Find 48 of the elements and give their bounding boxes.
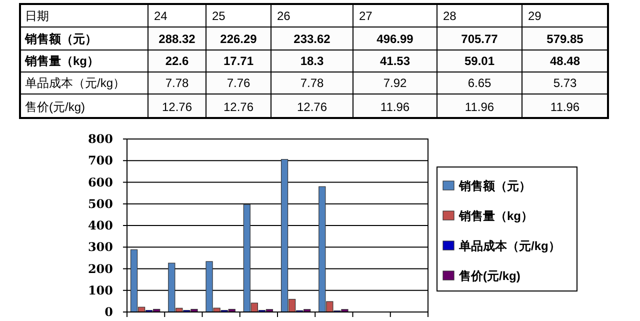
x-tick-label: 25 bbox=[212, 9, 226, 23]
y-tick-label: 售价(元/kg) bbox=[25, 100, 86, 114]
data-label: 12.76 bbox=[296, 100, 328, 114]
y-tick-label: 单品成本（元/kg） bbox=[25, 76, 126, 90]
x-tick-label: 28 bbox=[443, 9, 457, 23]
y-tick-label: 100 bbox=[88, 283, 113, 298]
data-label: 7.78 bbox=[300, 76, 324, 90]
data-label: 12.76 bbox=[162, 100, 192, 114]
data-label: 18.3 bbox=[300, 54, 324, 68]
y-tick-label: 600 bbox=[88, 175, 113, 190]
data-label: 17.71 bbox=[223, 54, 254, 68]
data-label: 12.76 bbox=[223, 100, 254, 114]
data-label: 6.65 bbox=[468, 76, 492, 90]
data-label: 11.96 bbox=[464, 100, 494, 114]
legend-label: 售价(元/kg) bbox=[458, 269, 520, 283]
data-label: 496.99 bbox=[376, 32, 414, 46]
y-tick-label: 销售量（kg） bbox=[24, 54, 100, 68]
data-label: 59.01 bbox=[464, 54, 495, 68]
data-label: 5.73 bbox=[553, 76, 577, 90]
data-label: 288.32 bbox=[158, 32, 196, 46]
y-tick-label: 700 bbox=[88, 154, 113, 168]
text: 日期 bbox=[25, 9, 49, 23]
legend-label: 单品成本（元/kg） bbox=[458, 239, 560, 253]
y-tick-label: 200 bbox=[88, 262, 113, 276]
legend-label: 销售量（kg） bbox=[458, 209, 534, 223]
data-label: 7.76 bbox=[226, 76, 250, 90]
x-tick-label: 26 bbox=[277, 9, 291, 23]
y-tick-label: 500 bbox=[88, 196, 113, 211]
data-label: 41.53 bbox=[380, 54, 410, 68]
x-tick-label: 27 bbox=[359, 9, 373, 23]
data-label: 579.85 bbox=[546, 32, 584, 46]
data-label: 11.96 bbox=[380, 100, 410, 114]
data-label: 11.96 bbox=[550, 100, 580, 114]
data-label: 22.6 bbox=[165, 54, 189, 68]
y-tick-label: 0 bbox=[104, 305, 113, 319]
data-label: 233.62 bbox=[294, 32, 331, 46]
y-tick-label: 800 bbox=[88, 132, 113, 146]
x-tick-label: 29 bbox=[528, 9, 542, 23]
legend-label: 销售额（元） bbox=[458, 179, 531, 193]
y-tick-label: 300 bbox=[88, 240, 113, 254]
data-label: 226.29 bbox=[220, 32, 258, 46]
x-tick-label: 24 bbox=[154, 9, 168, 23]
data-label: 48.48 bbox=[550, 54, 580, 68]
y-tick-label: 400 bbox=[88, 218, 113, 232]
data-label: 705.77 bbox=[461, 32, 498, 46]
data-label: 7.92 bbox=[383, 76, 407, 90]
data-label: 7.78 bbox=[165, 76, 189, 90]
y-tick-label: 销售额（元） bbox=[24, 32, 97, 46]
